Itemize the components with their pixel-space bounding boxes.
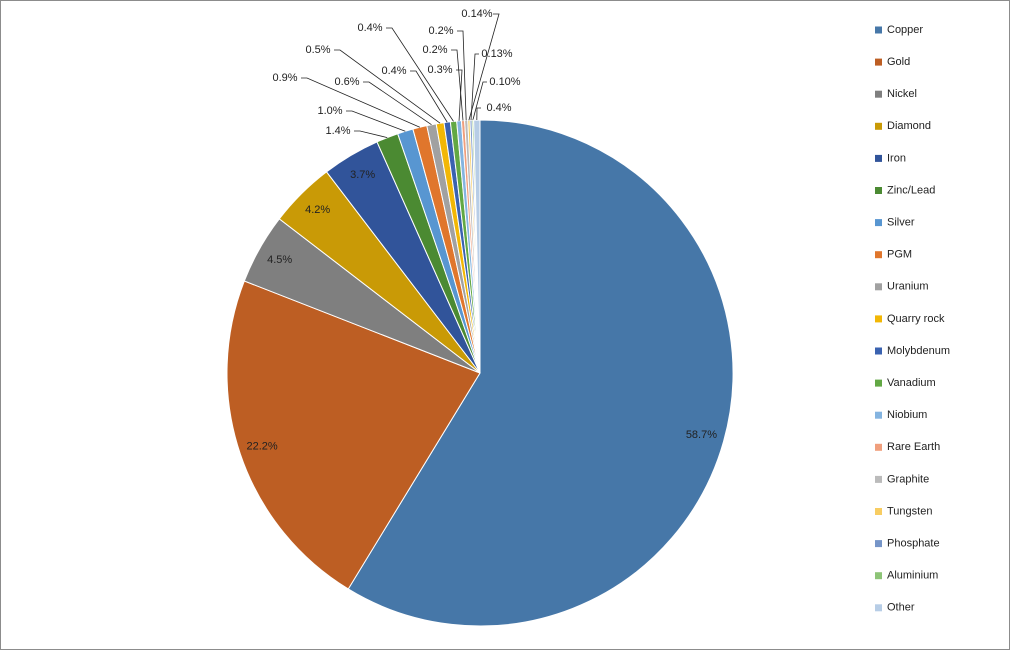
legend-label: Phosphate	[887, 538, 940, 550]
data-label: 0.13%	[481, 48, 512, 60]
leader-line	[470, 53, 479, 121]
data-label: 4.2%	[305, 204, 330, 216]
data-label: 58.7%	[686, 429, 717, 441]
data-label: 0.5%	[305, 44, 330, 56]
legend-label: Iron	[887, 152, 906, 164]
leader-line	[354, 130, 388, 138]
pie-slice	[473, 119, 481, 374]
leader-line	[363, 81, 432, 126]
legend-label: Zinc/Lead	[887, 184, 935, 196]
data-label: 0.4%	[486, 102, 511, 114]
legend-swatch	[875, 443, 882, 451]
legend-label: Graphite	[887, 473, 929, 485]
legend-swatch	[875, 58, 882, 66]
legend-label: Quarry rock	[887, 313, 945, 325]
leader-line	[468, 13, 500, 121]
legend-swatch	[875, 604, 882, 612]
leader-line	[301, 77, 420, 128]
legend-label: Silver	[887, 217, 915, 229]
legend-label: Molybdenum	[887, 345, 950, 357]
leader-line	[451, 49, 464, 121]
data-label: 3.7%	[350, 169, 375, 181]
data-label: 0.14%	[461, 8, 492, 20]
leader-line	[410, 70, 448, 123]
data-label: 0.2%	[422, 44, 447, 56]
legend-swatch	[875, 508, 882, 515]
leader-line	[457, 30, 467, 121]
legend-swatch	[875, 379, 882, 387]
data-label: 0.10%	[489, 76, 520, 88]
legend-swatch	[875, 90, 882, 98]
pie-slice	[226, 280, 481, 590]
legend-label: Other	[887, 602, 915, 614]
leader-line	[472, 81, 487, 121]
legend-swatch	[875, 540, 882, 548]
legend-swatch	[875, 187, 882, 194]
data-label: 1.4%	[325, 125, 350, 137]
data-label: 0.3%	[427, 64, 452, 76]
legend-label: Diamond	[887, 120, 931, 132]
legend-swatch	[875, 572, 882, 580]
legend-swatch	[875, 154, 882, 162]
legend-swatch	[875, 122, 882, 130]
legend-swatch	[875, 251, 882, 259]
legend-swatch	[875, 315, 882, 323]
legend-swatch	[875, 283, 882, 291]
legend-swatch	[875, 475, 882, 483]
legend-label: Nickel	[887, 88, 917, 100]
data-label: 22.2%	[246, 440, 277, 452]
data-label: 0.4%	[381, 65, 406, 77]
legend-swatch	[875, 411, 882, 419]
data-label: 0.4%	[357, 22, 382, 34]
data-label: 0.9%	[272, 72, 297, 84]
data-label: 0.6%	[334, 76, 359, 88]
leader-line	[334, 49, 441, 124]
legend-label: Tungsten	[887, 505, 932, 517]
legend-label: Rare Earth	[887, 441, 940, 453]
legend-label: Copper	[887, 24, 923, 36]
leader-line	[346, 110, 406, 132]
legend-label: PGM	[887, 249, 912, 261]
data-label: 0.2%	[428, 25, 453, 37]
legend-label: Niobium	[887, 409, 927, 421]
legend-swatch	[875, 26, 882, 34]
pie-slice	[347, 119, 734, 627]
data-label: 4.5%	[267, 254, 292, 266]
legend-label: Vanadium	[887, 377, 936, 389]
data-label: 1.0%	[317, 105, 342, 117]
leader-line	[386, 27, 454, 122]
leader-line	[456, 69, 463, 121]
legend-label: Aluminium	[887, 570, 938, 582]
leader-line	[476, 107, 481, 121]
legend-swatch	[875, 219, 882, 227]
legend-label: Gold	[887, 56, 910, 68]
legend-swatch	[875, 347, 882, 355]
legend-label: Uranium	[887, 281, 929, 293]
